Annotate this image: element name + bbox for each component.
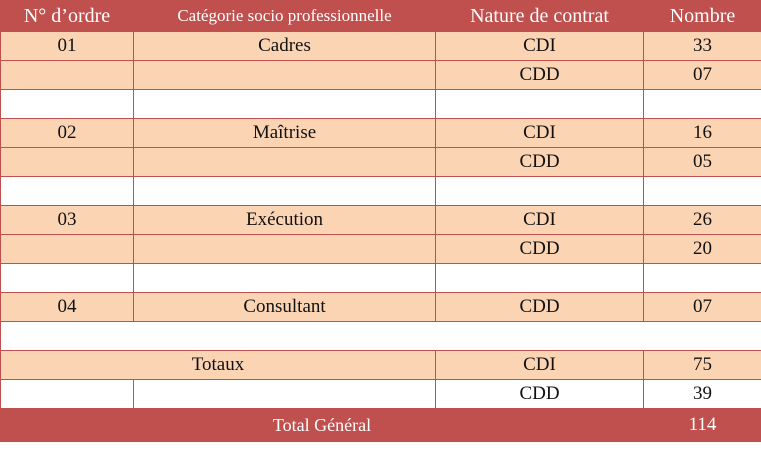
cell-contract: CDI [435, 31, 644, 61]
totals-cdi-label: CDI [435, 350, 644, 380]
cell-category: Consultant [133, 292, 436, 322]
cell-contract: CDD [435, 60, 644, 90]
totals-cdd-count: 39 [643, 379, 761, 409]
header-contract: Nature de contrat [435, 0, 644, 32]
cell-contract: CDD [435, 147, 644, 177]
totals-row-cdd: CDD 39 [0, 379, 761, 409]
header-count: Nombre [643, 0, 761, 32]
cell-contract: CDD [435, 234, 644, 264]
grand-total-label: Total Général [0, 408, 644, 442]
cell-count: 07 [643, 60, 761, 90]
cell-order: 04 [0, 292, 134, 322]
table-row: CDD 20 [0, 234, 761, 264]
spacer-row [0, 321, 761, 351]
cell-count: 20 [643, 234, 761, 264]
totals-row-cdi: Totaux CDI 75 [0, 350, 761, 380]
cell-count: 07 [643, 292, 761, 322]
cell-category [133, 60, 436, 90]
spacer-row [0, 263, 761, 293]
cell-category: Cadres [133, 31, 436, 61]
cell-order [0, 147, 134, 177]
totals-label: Totaux [0, 350, 436, 380]
grand-total-value: 114 [643, 408, 761, 442]
header-category: Catégorie socio professionnelle [133, 0, 436, 32]
cell-category [133, 234, 436, 264]
cell-contract: CDD [435, 292, 644, 322]
cell-contract: CDI [435, 118, 644, 148]
cell-order [0, 60, 134, 90]
cell-count: 16 [643, 118, 761, 148]
cell-order: 01 [0, 31, 134, 61]
spacer-row [0, 89, 761, 119]
table-row: 04 Consultant CDD 07 [0, 292, 761, 322]
table-row: CDD 07 [0, 60, 761, 90]
cell-category: Maîtrise [133, 118, 436, 148]
cell-count: 05 [643, 147, 761, 177]
header-order: N° d’ordre [0, 0, 134, 32]
totals-cdd-label: CDD [435, 379, 644, 409]
table-row: CDD 05 [0, 147, 761, 177]
table-row: 02 Maîtrise CDI 16 [0, 118, 761, 148]
cell-order: 03 [0, 205, 134, 235]
grand-total-row: Total Général 114 [0, 408, 761, 442]
cell-count: 26 [643, 205, 761, 235]
workforce-table: N° d’ordre Catégorie socio professionnel… [0, 0, 761, 442]
cell-order: 02 [0, 118, 134, 148]
cell-count: 33 [643, 31, 761, 61]
cell-category [133, 147, 436, 177]
spacer-row [0, 176, 761, 206]
table-row: 03 Exécution CDI 26 [0, 205, 761, 235]
table-row: 01 Cadres CDI 33 [0, 31, 761, 61]
header-row: N° d’ordre Catégorie socio professionnel… [0, 0, 761, 32]
cell-category: Exécution [133, 205, 436, 235]
cell-order [0, 234, 134, 264]
totals-cdi-count: 75 [643, 350, 761, 380]
cell-contract: CDI [435, 205, 644, 235]
